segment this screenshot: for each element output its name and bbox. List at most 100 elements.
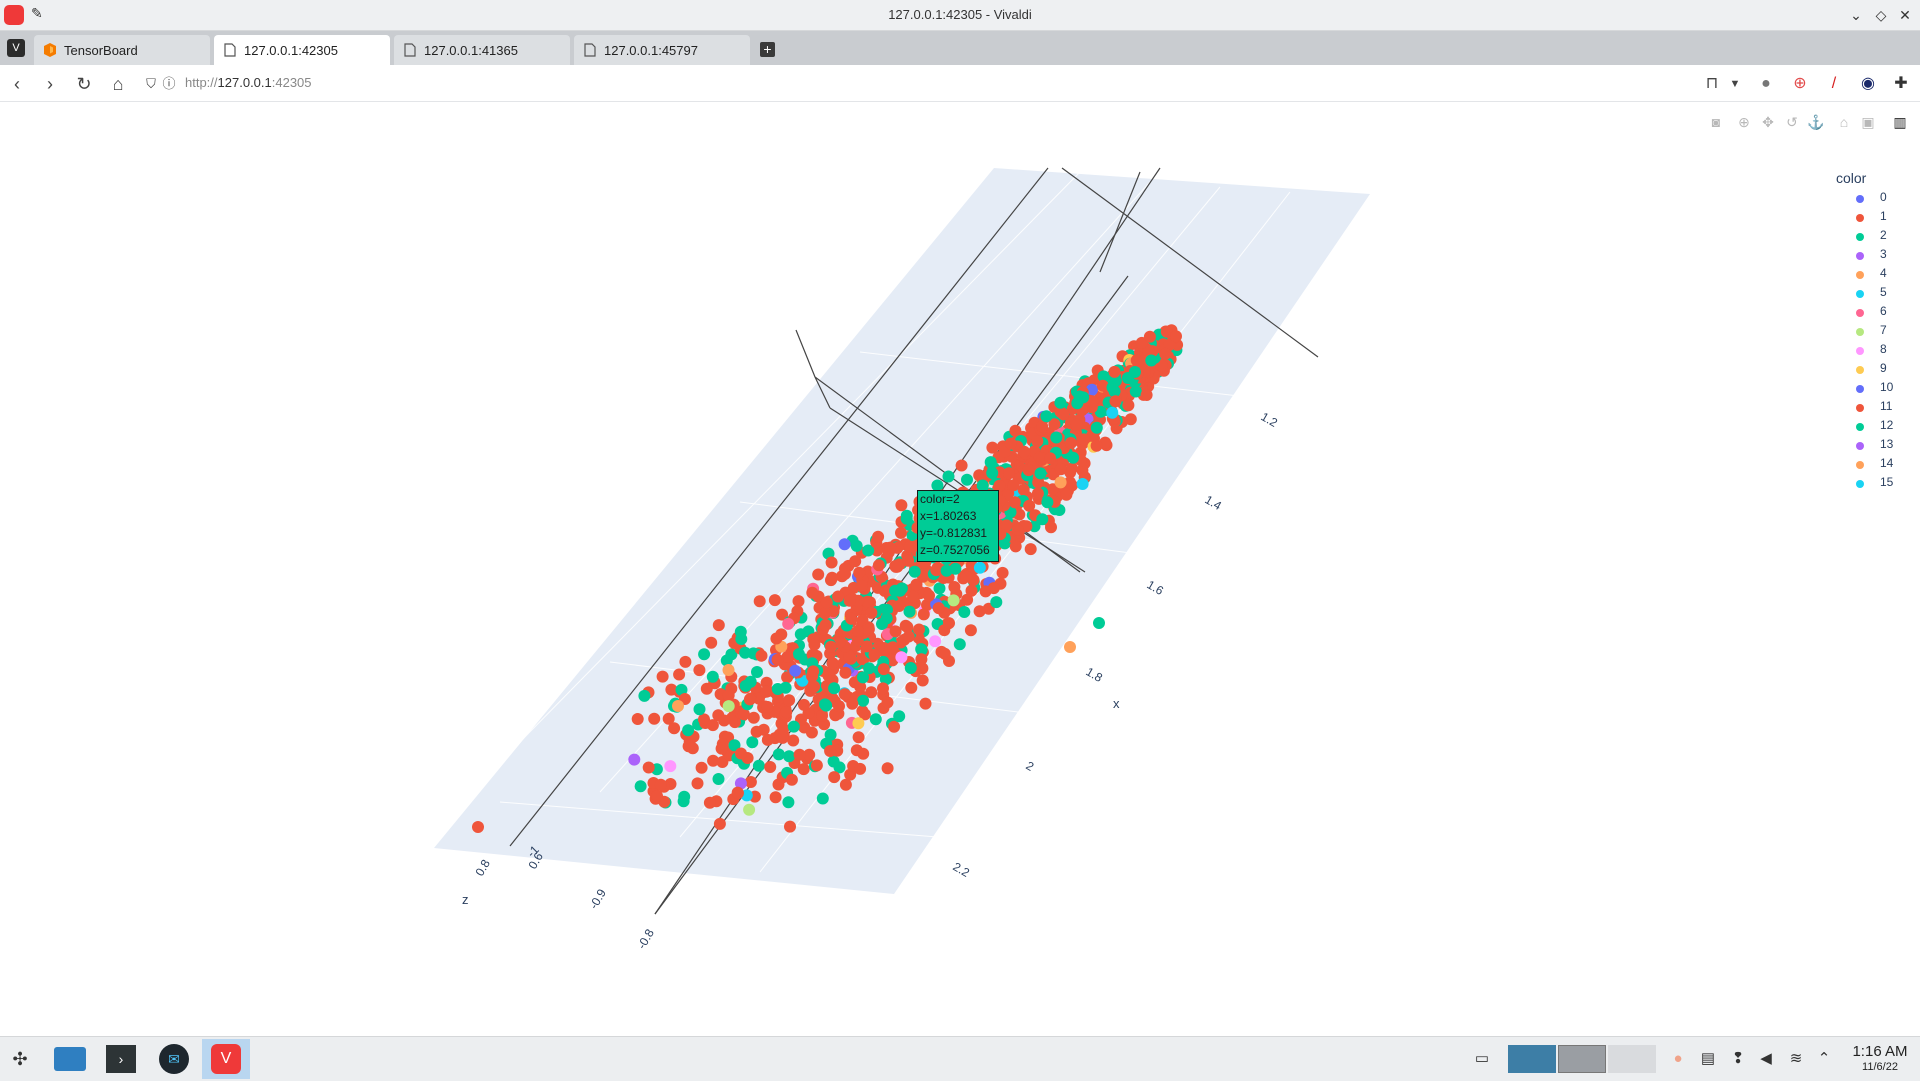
pin-icon[interactable]: ✎ bbox=[31, 5, 43, 21]
data-point[interactable] bbox=[728, 739, 741, 752]
data-point[interactable] bbox=[907, 590, 920, 603]
data-point[interactable] bbox=[895, 651, 908, 664]
data-point[interactable] bbox=[638, 689, 651, 702]
data-point[interactable] bbox=[747, 711, 760, 724]
data-point[interactable] bbox=[805, 726, 818, 739]
data-point[interactable] bbox=[1036, 513, 1049, 526]
data-point[interactable] bbox=[964, 624, 977, 637]
data-point[interactable] bbox=[828, 771, 841, 784]
data-point[interactable] bbox=[1086, 395, 1099, 408]
data-point[interactable] bbox=[722, 664, 735, 676]
data-point[interactable] bbox=[948, 581, 961, 593]
desktop-pager-1[interactable] bbox=[1508, 1045, 1556, 1073]
data-point[interactable] bbox=[932, 602, 945, 615]
data-point[interactable] bbox=[933, 582, 946, 595]
turntable-icon[interactable]: ⚓ bbox=[1807, 114, 1825, 130]
data-point[interactable] bbox=[819, 607, 832, 620]
data-point[interactable] bbox=[1076, 478, 1089, 490]
data-point[interactable] bbox=[1008, 496, 1021, 509]
data-point[interactable] bbox=[856, 653, 869, 665]
tab-42305[interactable]: 127.0.0.1:42305 bbox=[214, 35, 390, 65]
data-point[interactable] bbox=[1022, 464, 1035, 477]
data-point[interactable] bbox=[1145, 354, 1158, 367]
data-point[interactable] bbox=[1090, 421, 1103, 434]
camera-icon[interactable]: ◙ bbox=[1711, 114, 1721, 130]
data-point[interactable] bbox=[722, 689, 735, 702]
data-point[interactable] bbox=[1017, 483, 1030, 496]
data-point[interactable] bbox=[1093, 617, 1105, 629]
clipboard-icon[interactable]: ▤ bbox=[1700, 1050, 1716, 1067]
legend-item[interactable]: 12 bbox=[1836, 418, 1893, 437]
notifications-icon[interactable]: ❢ bbox=[1731, 1050, 1745, 1067]
app-launcher-icon[interactable]: ✣ bbox=[12, 1049, 28, 1069]
data-point[interactable] bbox=[857, 671, 869, 684]
legend-item[interactable]: 9 bbox=[1836, 361, 1887, 380]
data-point[interactable] bbox=[827, 755, 840, 768]
data-point[interactable] bbox=[857, 747, 870, 760]
data-point[interactable] bbox=[965, 584, 978, 597]
data-point[interactable] bbox=[861, 623, 874, 636]
data-point[interactable] bbox=[833, 700, 845, 713]
data-point[interactable] bbox=[783, 694, 796, 707]
data-point[interactable] bbox=[1040, 410, 1053, 423]
legend-item[interactable]: 7 bbox=[1836, 323, 1887, 342]
data-point[interactable] bbox=[662, 712, 675, 725]
data-point[interactable] bbox=[869, 713, 882, 726]
data-point[interactable] bbox=[915, 653, 928, 666]
data-point[interactable] bbox=[900, 512, 913, 525]
data-point[interactable] bbox=[1143, 330, 1156, 343]
data-point[interactable] bbox=[782, 617, 795, 630]
data-point[interactable] bbox=[915, 643, 928, 656]
data-point[interactable] bbox=[888, 720, 901, 733]
new-tab-button[interactable]: + bbox=[760, 42, 775, 57]
data-point[interactable] bbox=[919, 697, 932, 710]
data-point[interactable] bbox=[761, 733, 774, 746]
data-point[interactable] bbox=[744, 776, 757, 788]
data-point[interactable] bbox=[1060, 488, 1073, 501]
data-point[interactable] bbox=[1159, 347, 1172, 360]
data-point[interactable] bbox=[693, 703, 706, 716]
data-point[interactable] bbox=[743, 803, 756, 816]
data-point[interactable] bbox=[973, 605, 986, 618]
data-point[interactable] bbox=[743, 693, 756, 706]
data-point[interactable] bbox=[792, 595, 805, 608]
data-point[interactable] bbox=[1077, 391, 1090, 404]
data-point[interactable] bbox=[712, 773, 725, 785]
data-point[interactable] bbox=[825, 556, 838, 569]
data-point[interactable] bbox=[862, 544, 875, 557]
data-point[interactable] bbox=[1064, 466, 1077, 479]
data-point[interactable] bbox=[1031, 435, 1044, 448]
data-point[interactable] bbox=[1090, 439, 1103, 452]
data-point[interactable] bbox=[865, 686, 878, 699]
minimize-button[interactable]: ⌄ bbox=[1850, 7, 1862, 23]
legend-item[interactable]: 15 bbox=[1836, 475, 1893, 494]
data-point[interactable] bbox=[752, 759, 765, 772]
data-point[interactable] bbox=[1032, 476, 1045, 489]
data-point[interactable] bbox=[843, 650, 856, 663]
data-point[interactable] bbox=[1128, 366, 1141, 378]
legend-item[interactable]: 4 bbox=[1836, 266, 1887, 285]
data-point[interactable] bbox=[846, 697, 859, 710]
data-point[interactable] bbox=[750, 725, 763, 738]
data-point[interactable] bbox=[695, 761, 708, 774]
extensions-puzzle-icon[interactable]: ✚ bbox=[1894, 75, 1908, 92]
desktop-pager-2[interactable] bbox=[1558, 1045, 1606, 1073]
data-point[interactable] bbox=[777, 722, 790, 735]
data-point[interactable] bbox=[816, 792, 829, 805]
legend-item[interactable]: 6 bbox=[1836, 304, 1887, 323]
data-point[interactable] bbox=[1024, 543, 1037, 556]
data-point[interactable] bbox=[808, 680, 821, 693]
data-point[interactable] bbox=[955, 459, 968, 472]
data-point[interactable] bbox=[824, 745, 837, 757]
zoom-icon[interactable]: ⊕ bbox=[1738, 114, 1750, 130]
legend-item[interactable]: 13 bbox=[1836, 437, 1893, 456]
data-point[interactable] bbox=[1135, 336, 1148, 349]
forward-icon[interactable]: › bbox=[47, 74, 53, 94]
data-point[interactable] bbox=[770, 632, 783, 645]
data-point[interactable] bbox=[958, 606, 971, 618]
data-point[interactable] bbox=[826, 657, 839, 670]
data-point[interactable] bbox=[953, 638, 966, 651]
data-point[interactable] bbox=[872, 530, 885, 543]
data-point[interactable] bbox=[806, 586, 819, 599]
data-point[interactable] bbox=[769, 791, 782, 804]
